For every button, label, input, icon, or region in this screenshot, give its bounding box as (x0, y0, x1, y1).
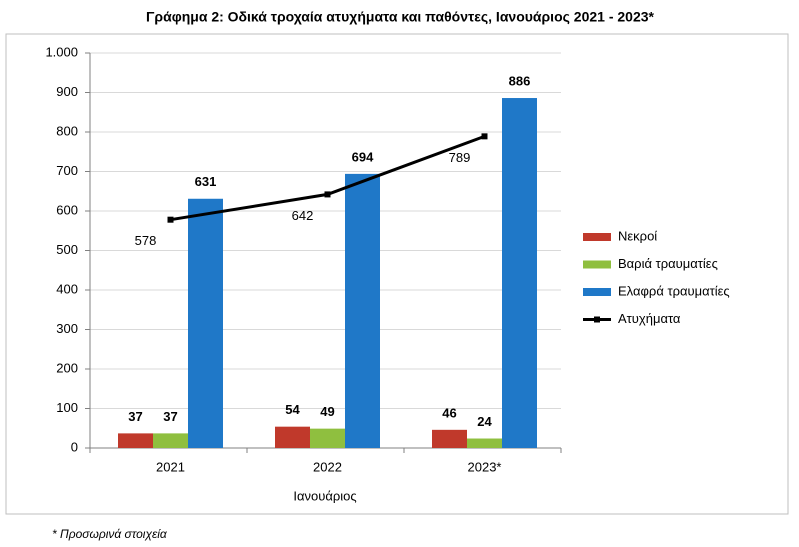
bar-value-label: 886 (509, 73, 531, 88)
y-tick-label: 100 (56, 400, 78, 415)
line-value-label: 642 (292, 208, 314, 223)
x-tick-label: 2023* (468, 459, 502, 474)
legend-label: Ατυχήματα (618, 311, 681, 326)
y-tick-label: 700 (56, 163, 78, 178)
line-value-label: 789 (449, 150, 471, 165)
line-marker (324, 191, 331, 198)
y-tick-label: 500 (56, 242, 78, 257)
bar-value-label: 49 (320, 404, 334, 419)
legend-swatch (583, 288, 611, 296)
chart-frame (5, 33, 789, 515)
y-tick-label: 0 (71, 439, 78, 454)
bar-value-label: 46 (442, 405, 456, 420)
y-tick-label: 900 (56, 84, 78, 99)
bar (118, 433, 153, 448)
bar (432, 429, 467, 448)
bar (345, 173, 380, 448)
x-tick-label: 2021 (156, 459, 185, 474)
legend-label: Ελαφρά τραυματίες (618, 283, 730, 298)
bar-value-label: 37 (128, 409, 142, 424)
bar (275, 426, 310, 448)
bar (153, 433, 188, 448)
bar-value-label: 631 (195, 174, 217, 189)
y-tick-label: 200 (56, 360, 78, 375)
chart-title: Γράφημα 2: Οδικά τροχαία ατυχήματα και π… (146, 9, 655, 25)
legend-swatch (583, 260, 611, 269)
bar (188, 198, 223, 448)
line-marker (167, 216, 174, 223)
bar-value-label: 24 (477, 414, 492, 429)
y-tick-label: 800 (56, 123, 78, 138)
footnote: * Προσωρινά στοιχεία (52, 527, 168, 541)
bar (502, 98, 537, 448)
y-tick-label: 400 (56, 281, 78, 296)
line-value-label: 578 (135, 233, 157, 248)
x-tick-label: 2022 (313, 459, 342, 474)
bar-value-label: 37 (163, 409, 177, 424)
line-marker (481, 133, 488, 140)
bar-value-label: 694 (352, 149, 374, 164)
legend-swatch (583, 233, 611, 241)
x-axis-label: Ιανουάριος (293, 488, 356, 503)
legend-label: Βαριά τραυματίες (618, 256, 718, 271)
bar (467, 438, 502, 448)
legend-marker (594, 316, 600, 323)
bar-value-label: 54 (285, 402, 300, 417)
legend-label: Νεκροί (618, 228, 657, 243)
y-tick-label: 1.000 (45, 44, 78, 59)
y-tick-label: 300 (56, 321, 78, 336)
bar (310, 428, 345, 448)
y-tick-label: 600 (56, 202, 78, 217)
